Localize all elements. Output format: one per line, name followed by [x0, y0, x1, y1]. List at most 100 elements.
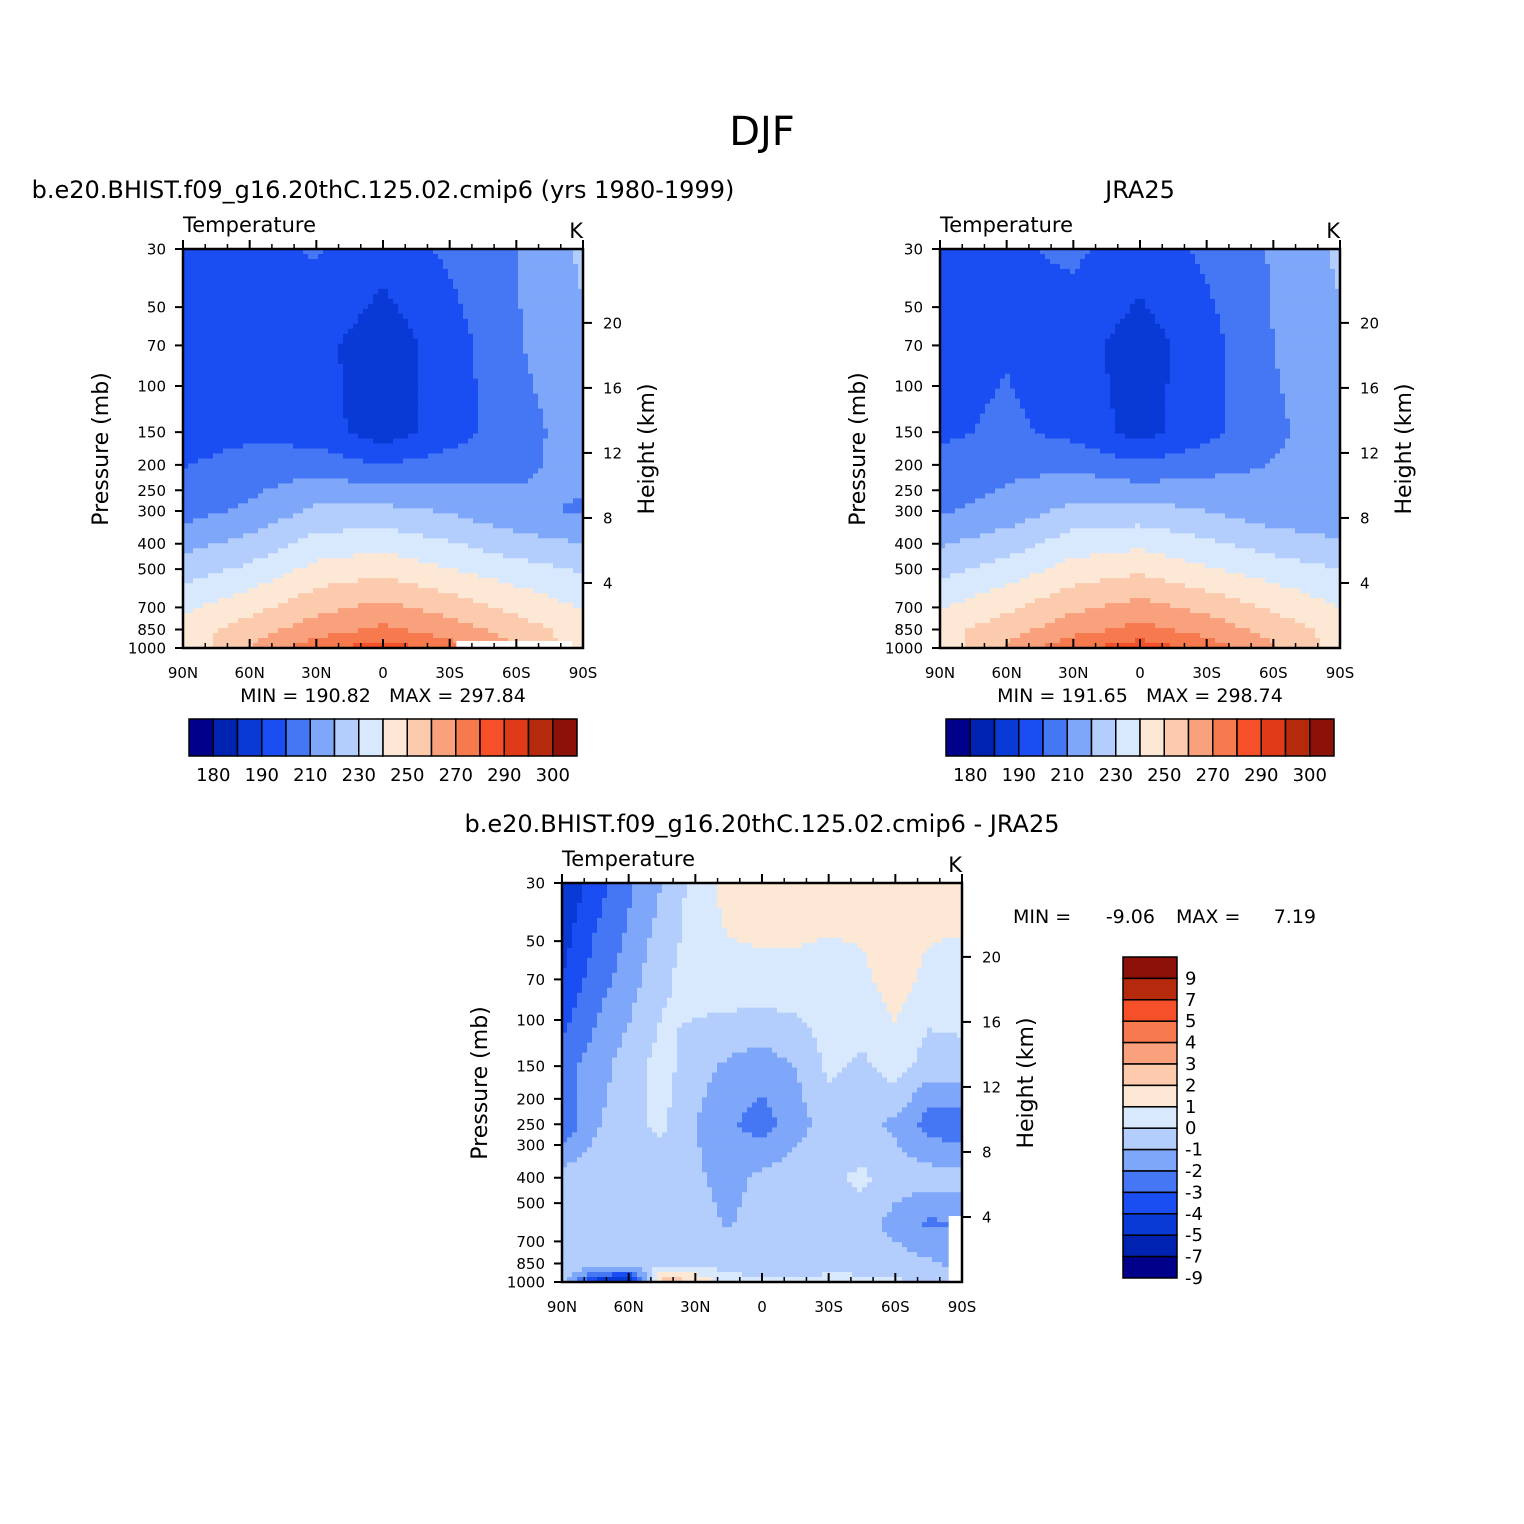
difference-field-cell [722, 1222, 733, 1228]
difference-field-cell [657, 1027, 678, 1034]
model-field-cell [193, 548, 279, 554]
difference-field-cell [677, 1047, 748, 1054]
model-field-cell [573, 249, 584, 255]
obs-field-cell [1265, 578, 1341, 584]
obs-field-cell [1220, 318, 1271, 325]
diff-colorbar-swatch [1122, 977, 1178, 1001]
obs-field-cell [1325, 598, 1341, 604]
obs-field-cell [1040, 513, 1226, 519]
difference-y-tick-label: 300 [516, 1137, 545, 1155]
difference-field-cell [562, 1187, 713, 1193]
model-field-cell [518, 268, 579, 275]
difference-field-cell [807, 1127, 888, 1133]
difference-field-cell [857, 942, 933, 949]
difference-field-cell [927, 947, 963, 954]
difference-field-cell [712, 1197, 743, 1203]
model-field-cell [318, 558, 419, 564]
difference-field-cell [912, 1062, 963, 1069]
model-field-cell [533, 388, 584, 395]
panel-diff-stats-min-label: MIN = [1013, 906, 1071, 928]
model-y-tick-label: 500 [137, 561, 166, 579]
obs-field-cell [1265, 463, 1341, 470]
model-field-cell [523, 313, 584, 320]
obs-field-cell [1135, 523, 1141, 529]
model-field-cell [183, 493, 259, 499]
obs-field-cell [1080, 258, 1196, 265]
obs-field-cell [1170, 353, 1226, 360]
obs-field-cell [1145, 548, 1256, 554]
difference-field-cell [752, 1102, 768, 1109]
obs-field-cell [1295, 618, 1341, 624]
difference-field-cell [867, 1182, 963, 1188]
difference-field-cell [662, 887, 688, 894]
difference-field-cell [672, 1102, 703, 1109]
model-colorbar-label: 210 [293, 765, 327, 786]
difference-field-cell [872, 1177, 963, 1183]
difference-field-cell [562, 1047, 588, 1054]
obs-y2-tick-label: 8 [1360, 509, 1370, 527]
difference-field-cell [562, 1022, 568, 1029]
diff-colorbar-label: -3 [1185, 1182, 1203, 1203]
difference-field-cell [662, 1007, 738, 1014]
model-field-cell [533, 378, 584, 385]
difference-field-cell [602, 1107, 648, 1114]
obs-field-cell [1265, 249, 1331, 255]
difference-field-cell [562, 1252, 918, 1258]
obs-field-cell [1105, 348, 1171, 355]
obs-field-cell [940, 438, 951, 445]
obs-field-cell [940, 403, 986, 410]
model-field-cell [203, 603, 279, 609]
diff-colorbar-label: -1 [1185, 1140, 1203, 1161]
difference-field-cell [802, 1082, 923, 1089]
difference-field-cell [592, 932, 623, 939]
difference-field-cell [677, 947, 863, 954]
obs-x-tick-label: 30S [1192, 664, 1221, 682]
model-field-cell [543, 463, 584, 470]
difference-field-cell [667, 1002, 888, 1009]
difference-y-tick-label: 500 [516, 1195, 545, 1213]
obs-field-cell [965, 638, 1011, 644]
difference-field-cell [632, 887, 663, 894]
model-field-cell [343, 368, 419, 375]
difference-field-cell [657, 1032, 678, 1039]
panel-obs-title: JRA25 [1103, 176, 1175, 204]
obs-field-cell [940, 523, 1016, 529]
obs-field-cell [1270, 458, 1341, 465]
difference-field-cell [897, 1142, 963, 1148]
model-y2-tick-label: 8 [603, 509, 613, 527]
difference-field-cell [682, 932, 728, 939]
difference-field-cell [672, 967, 873, 974]
difference-field-cell [637, 1272, 648, 1278]
difference-field-cell [882, 1222, 923, 1228]
model-field-cell [458, 513, 584, 519]
model-field-cell [183, 533, 244, 539]
difference-field-cell [562, 952, 568, 959]
obs-field-cell [1330, 263, 1341, 270]
model-field-cell [568, 538, 584, 544]
obs-field-cell [1225, 348, 1276, 355]
model-field-cell [343, 363, 419, 370]
obs-field-cell [940, 643, 966, 649]
difference-field-cell [562, 937, 573, 944]
model-field-cell [293, 568, 459, 574]
difference-field-cell [577, 1087, 608, 1094]
model-field-cell [193, 518, 279, 524]
panel-diff-y-title: Pressure (mb) [468, 1006, 493, 1160]
difference-field-cell [652, 1272, 658, 1278]
difference-field-cell [777, 1052, 823, 1059]
difference-field-cell [922, 957, 963, 964]
model-field-cell [243, 443, 294, 450]
panel-diff-units-label: K [948, 853, 963, 877]
panel-model-y2-title: Height (km) [635, 383, 660, 514]
model-field-cell [503, 608, 584, 614]
model-x-tick-label: 90N [168, 664, 198, 682]
difference-field-cell [692, 1017, 803, 1024]
model-field-cell [243, 563, 309, 569]
difference-field-cell [577, 1062, 613, 1069]
diff-colorbar-swatch [1122, 1213, 1178, 1236]
model-field-cell [523, 318, 584, 325]
model-field-cell [183, 603, 204, 609]
model-field-cell [183, 333, 344, 340]
model-field-cell [498, 578, 584, 584]
difference-field-cell [612, 972, 643, 979]
